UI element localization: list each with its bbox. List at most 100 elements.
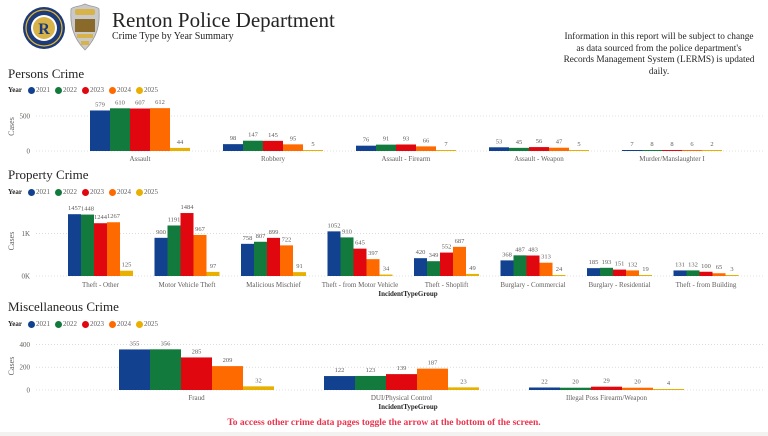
data-label: 483 [528, 247, 538, 254]
legend-item-2025[interactable]: 2025 [136, 320, 158, 328]
data-label: 132 [688, 261, 698, 268]
legend-label: 2022 [63, 86, 77, 94]
legend-item-2021[interactable]: 2021 [28, 86, 50, 94]
bar-2023 [94, 223, 107, 276]
legend-item-2021[interactable]: 2021 [28, 188, 50, 196]
legend-dot [109, 188, 116, 196]
city-seal-logo: R [23, 7, 65, 49]
data-label: 349 [429, 252, 439, 259]
bar-2024 [622, 387, 653, 390]
bar-2022 [509, 147, 529, 151]
bar-2023 [263, 140, 283, 151]
legend-item-2022[interactable]: 2022 [55, 188, 77, 196]
bar-2025 [436, 150, 456, 151]
x-axis-label: IncidentTypeGroup [378, 403, 437, 411]
page-title: Renton Police Department [112, 8, 335, 32]
bar-2025 [206, 271, 220, 276]
page-navigation-bar[interactable] [0, 432, 768, 436]
legend-label: 2021 [36, 86, 50, 94]
report-header: R Renton Police Department Crime Type by… [0, 0, 768, 77]
bar-2022 [513, 255, 527, 276]
x-tick-label: Theft - from Motor Vehicle [322, 281, 398, 289]
legend-label: 2022 [63, 320, 77, 328]
bar-2023 [591, 386, 622, 390]
bar-2023 [396, 144, 416, 151]
bar-2023 [526, 255, 540, 276]
y-axis-label: Cases [7, 232, 16, 251]
bar-2021 [587, 268, 600, 276]
data-label: 49 [469, 265, 476, 272]
data-label: 899 [269, 229, 279, 236]
bar-2022 [254, 241, 267, 276]
legend-dot [82, 320, 89, 328]
legend-dot [55, 86, 62, 94]
y-axis-label: Cases [7, 117, 16, 136]
legend-item-2023[interactable]: 2023 [82, 188, 104, 196]
legend-label: 2024 [117, 320, 131, 328]
legend-item-2025[interactable]: 2025 [136, 188, 158, 196]
legend-item-2024[interactable]: 2024 [109, 86, 131, 94]
legend-item-2022[interactable]: 2022 [55, 86, 77, 94]
data-label: 193 [602, 259, 612, 266]
data-label: 147 [248, 132, 259, 139]
page-subtitle: Crime Type by Year Summary [112, 31, 234, 42]
bar-2024 [453, 246, 466, 276]
legend-property: Year 2021 2022 2023 2024 2025 [8, 188, 163, 196]
bar-2021 [414, 258, 427, 276]
bar-2024 [283, 144, 303, 151]
legend-item-2021[interactable]: 2021 [28, 320, 50, 328]
data-label: 368 [502, 251, 512, 258]
x-tick-label: Burglary - Commercial [500, 281, 565, 289]
legend-item-2024[interactable]: 2024 [109, 320, 131, 328]
navigation-hint: To access other crime data pages toggle … [227, 418, 541, 428]
y-tick-label: 200 [20, 364, 31, 372]
bar-2022 [243, 140, 263, 151]
bar-2022 [560, 387, 591, 390]
svg-text:R: R [38, 21, 50, 38]
bar-2021 [223, 144, 243, 151]
bar-2022 [340, 237, 354, 276]
x-tick-label: Theft - Other [82, 281, 120, 289]
data-label: 552 [442, 244, 452, 251]
legend-item-2023[interactable]: 2023 [82, 86, 104, 94]
data-label: 47 [556, 139, 563, 146]
bar-2025 [466, 273, 479, 276]
legend-dot [109, 320, 116, 328]
data-label: 185 [589, 259, 599, 266]
data-label: 29 [603, 378, 610, 385]
bar-2021 [489, 147, 509, 151]
data-label: 612 [155, 99, 165, 106]
x-tick-label: Assault - Firearm [382, 155, 432, 163]
data-label: 5 [311, 141, 314, 148]
data-label: 34 [383, 266, 390, 273]
data-label: 32 [255, 377, 262, 384]
data-label: 7 [444, 141, 448, 148]
y-tick-label: 1K [21, 230, 30, 238]
data-notice: Information in this report will be subje… [563, 32, 755, 77]
legend-item-2025[interactable]: 2025 [136, 86, 158, 94]
bar-2025 [379, 274, 393, 276]
bar-2021 [90, 110, 110, 151]
data-label: 123 [366, 367, 376, 374]
legend-item-2024[interactable]: 2024 [109, 188, 131, 196]
data-label: 151 [615, 261, 625, 268]
section-title-misc: Miscellaneous Crime [8, 299, 119, 314]
bar-2021 [500, 260, 514, 276]
data-label: 66 [423, 137, 430, 144]
bar-2025 [293, 272, 306, 276]
legend-item-2022[interactable]: 2022 [55, 320, 77, 328]
x-tick-label: Theft - from Building [676, 281, 737, 289]
data-label: 45 [516, 139, 523, 146]
data-label: 8 [670, 141, 673, 148]
bar-2023 [267, 237, 280, 276]
x-tick-label: Assault - Weapon [514, 155, 564, 163]
bar-2022 [150, 349, 181, 390]
bar-2022 [600, 267, 613, 276]
legend-item-2023[interactable]: 2023 [82, 320, 104, 328]
bar-2022 [81, 214, 94, 276]
bar-2023 [353, 248, 367, 276]
data-label: 6 [690, 141, 694, 148]
bar-2022 [376, 144, 396, 151]
data-label: 24 [556, 266, 563, 273]
data-label: 579 [95, 101, 105, 108]
